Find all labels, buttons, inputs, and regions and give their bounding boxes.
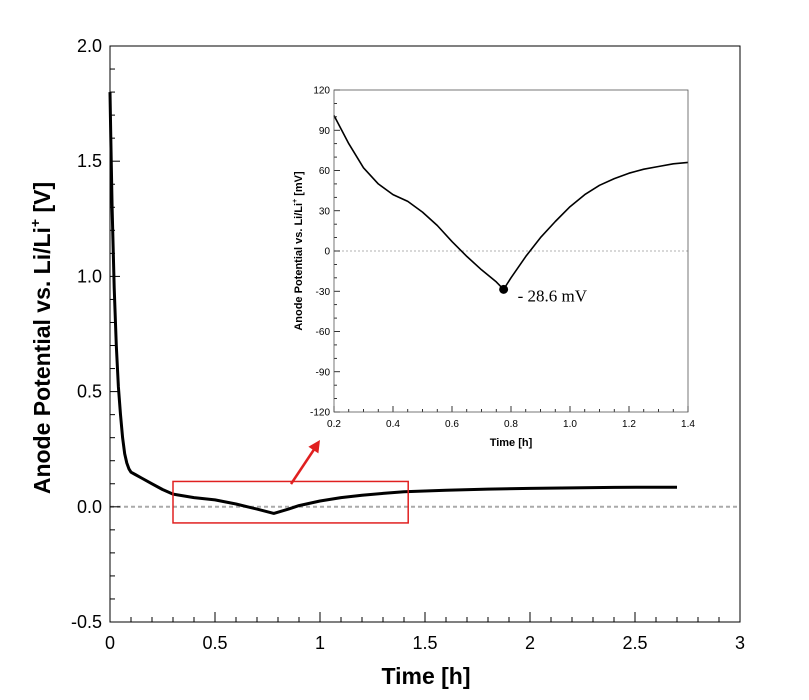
main-y-tick-label: -0.5 (71, 612, 102, 632)
main-x-tick-label: 0.5 (202, 633, 227, 653)
main-x-tick-label: 2 (525, 633, 535, 653)
inset-x-tick-label: 0.2 (327, 419, 341, 430)
minimum-annotation: - 28.6 mV (518, 286, 588, 305)
main-y-tick-labels: -0.5 0.0 0.5 1.0 1.5 2.0 (71, 36, 102, 632)
inset-series-line (333, 115, 689, 291)
zoom-arrowhead (308, 440, 320, 454)
main-plot-frame (109, 45, 741, 623)
main-y-tick-label: 0.5 (77, 382, 102, 402)
main-y-tick-label: 1.5 (77, 151, 102, 171)
inset-x-tick-label: 0.4 (386, 419, 400, 430)
main-y-tick-label: 1.0 (77, 266, 102, 286)
main-x-tick-label: 2.5 (622, 633, 647, 653)
inset-y-tick-label: 90 (319, 126, 331, 137)
inset-y-tick-labels: -120 -90 -60 -30 0 30 60 90 120 (310, 86, 330, 419)
zoom-arrow (289, 444, 319, 485)
inset-x-tick-label: 1.0 (563, 419, 577, 430)
inset-plot-frame (333, 89, 689, 413)
minimum-marker (499, 284, 509, 294)
main-chart: 0 0.5 1 1.5 2 2.5 3 -0.5 0.0 0.5 1.0 1.5 2.0 Time [… (27, 36, 745, 689)
main-ticks (109, 45, 741, 623)
main-y-tick-label: 0.0 (77, 497, 102, 517)
main-x-tick-label: 3 (735, 633, 745, 653)
inset-y-tick-label: 0 (324, 247, 330, 258)
inset-y-tick-label: 30 (319, 206, 331, 217)
main-series-line (108, 92, 677, 515)
zoom-box (172, 480, 409, 524)
main-x-axis-label: Time [h] (381, 663, 470, 689)
main-y-tick-label: 2.0 (77, 36, 102, 56)
inset-x-tick-label: 0.6 (445, 419, 459, 430)
inset-x-tick-label: 1.2 (622, 419, 636, 430)
inset-y-tick-label: 120 (313, 86, 330, 97)
main-x-tick-label: 1 (315, 633, 325, 653)
inset-x-tick-label: 1.4 (681, 419, 695, 430)
main-x-tick-label: 1.5 (412, 633, 437, 653)
inset-y-tick-label: -60 (316, 327, 331, 338)
inset-x-tick-label: 0.8 (504, 419, 518, 430)
inset-y-tick-label: -90 (316, 367, 331, 378)
inset-x-tick-labels: 0.2 0.4 0.6 0.8 1.0 1.2 1.4 (327, 419, 695, 430)
inset-x-axis-label: Time [h] (490, 437, 533, 449)
inset-chart: 0.2 0.4 0.6 0.8 1.0 1.2 1.4 -120 -90 -60 -30 0 30 60… (292, 86, 695, 450)
inset-y-tick-label: 60 (319, 166, 331, 177)
main-x-tick-label: 0 (105, 633, 115, 653)
main-y-axis-label: Anode Potential vs. Li/Li+ [V] (27, 182, 55, 494)
main-x-tick-labels: 0 0.5 1 1.5 2 2.5 3 (105, 633, 745, 653)
inset-y-tick-label: -120 (310, 408, 330, 419)
inset-y-tick-label: -30 (316, 287, 331, 298)
inset-y-axis-label: Anode Potential vs. Li/Li+ [mV] (292, 171, 305, 331)
